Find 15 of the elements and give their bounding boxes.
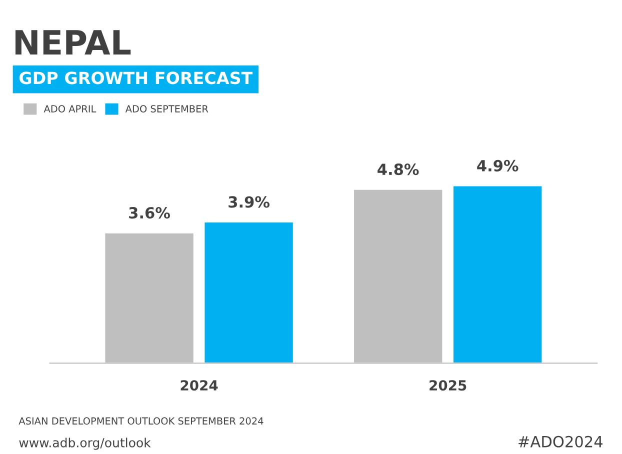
- data-label: 3.6%: [129, 207, 170, 219]
- text: ASIAN DEVELOPMENT OUTLOOK SEPTEMBER 2024: [18, 417, 264, 425]
- x-tick-label: 2024: [180, 380, 218, 391]
- x-tick-label: 2025: [430, 380, 466, 391]
- data-label: 4.9%: [477, 160, 518, 172]
- chart-title: NEPAL: [16, 30, 131, 54]
- legend-label: ADO SEPTEMBER: [125, 105, 208, 112]
- data-label: 3.9%: [228, 196, 270, 208]
- text: www.adb.org/outlook: [19, 438, 151, 450]
- bar: [452, 184, 544, 364]
- legend-label: ADO APRIL: [44, 105, 96, 112]
- text: #ADO2024: [518, 436, 602, 448]
- bar: [203, 221, 294, 364]
- data-label: 4.8%: [378, 164, 419, 176]
- chart-subtitle: GDP GROWTH FORECAST: [19, 72, 253, 84]
